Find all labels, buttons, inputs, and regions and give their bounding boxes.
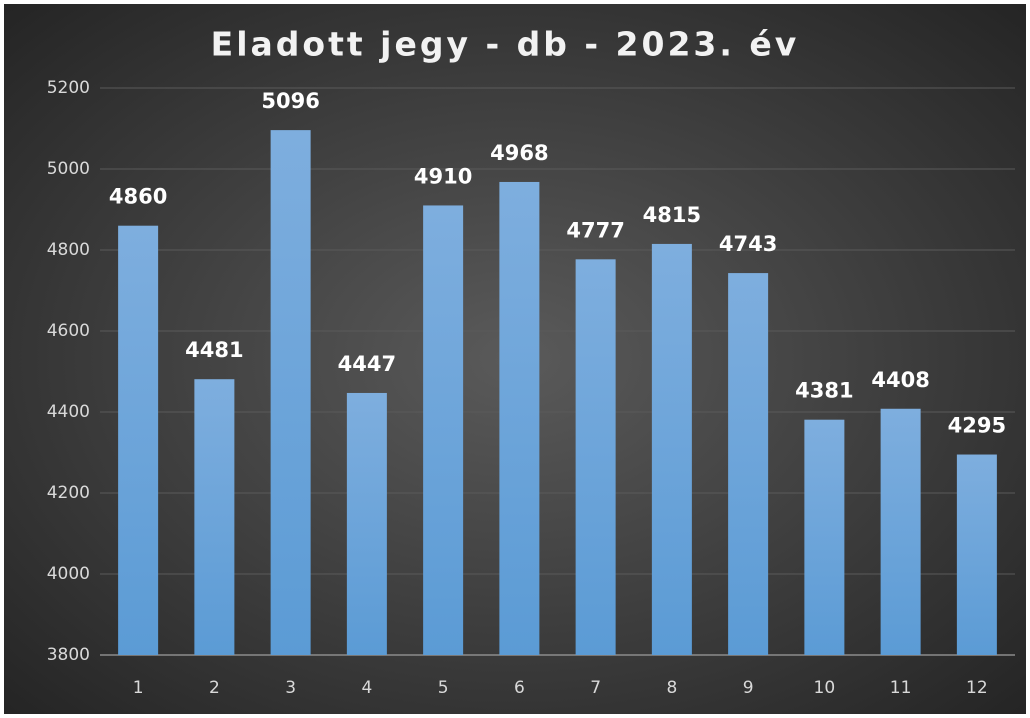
bar bbox=[880, 408, 921, 655]
x-tick-label: 1 bbox=[133, 678, 144, 698]
data-label: 4408 bbox=[871, 368, 929, 392]
bar bbox=[118, 225, 159, 655]
data-label: 4743 bbox=[719, 232, 777, 256]
y-tick-label: 4600 bbox=[47, 321, 90, 341]
data-label: 5096 bbox=[261, 89, 319, 113]
bar bbox=[499, 181, 540, 655]
data-label: 4968 bbox=[490, 141, 548, 165]
y-tick-label: 4000 bbox=[47, 564, 90, 584]
data-label: 4295 bbox=[948, 414, 1006, 438]
bar bbox=[575, 259, 616, 655]
chart-title: Eladott jegy - db - 2023. év bbox=[211, 25, 800, 64]
x-tick-label: 11 bbox=[890, 678, 912, 698]
x-tick-label: 2 bbox=[209, 678, 220, 698]
y-tick-label: 4200 bbox=[47, 483, 90, 503]
x-tick-label: 10 bbox=[814, 678, 836, 698]
x-tick-label: 8 bbox=[666, 678, 677, 698]
x-tick-label: 5 bbox=[438, 678, 449, 698]
bar bbox=[804, 419, 845, 655]
x-tick-label: 3 bbox=[285, 678, 296, 698]
x-tick-label: 12 bbox=[966, 678, 988, 698]
data-label: 4481 bbox=[185, 338, 243, 362]
y-tick-label: 5200 bbox=[47, 78, 90, 98]
bar bbox=[194, 379, 235, 655]
data-label: 4447 bbox=[338, 352, 396, 376]
x-tick-label: 4 bbox=[361, 678, 372, 698]
bar bbox=[956, 454, 997, 655]
y-tick-label: 3800 bbox=[47, 645, 90, 665]
data-label: 4860 bbox=[109, 185, 167, 209]
data-label: 4381 bbox=[795, 379, 853, 403]
data-label: 4910 bbox=[414, 164, 472, 188]
x-tick-label: 7 bbox=[590, 678, 601, 698]
bar bbox=[423, 205, 464, 655]
bar bbox=[651, 243, 692, 656]
bar bbox=[270, 130, 311, 655]
data-label: 4815 bbox=[643, 203, 701, 227]
bar bbox=[728, 273, 769, 655]
y-tick-label: 5000 bbox=[47, 159, 90, 179]
y-tick-label: 4800 bbox=[47, 240, 90, 260]
y-tick-label: 4400 bbox=[47, 402, 90, 422]
x-tick-label: 9 bbox=[743, 678, 754, 698]
x-tick-label: 6 bbox=[514, 678, 525, 698]
bar bbox=[346, 392, 387, 655]
data-label: 4777 bbox=[566, 218, 624, 242]
